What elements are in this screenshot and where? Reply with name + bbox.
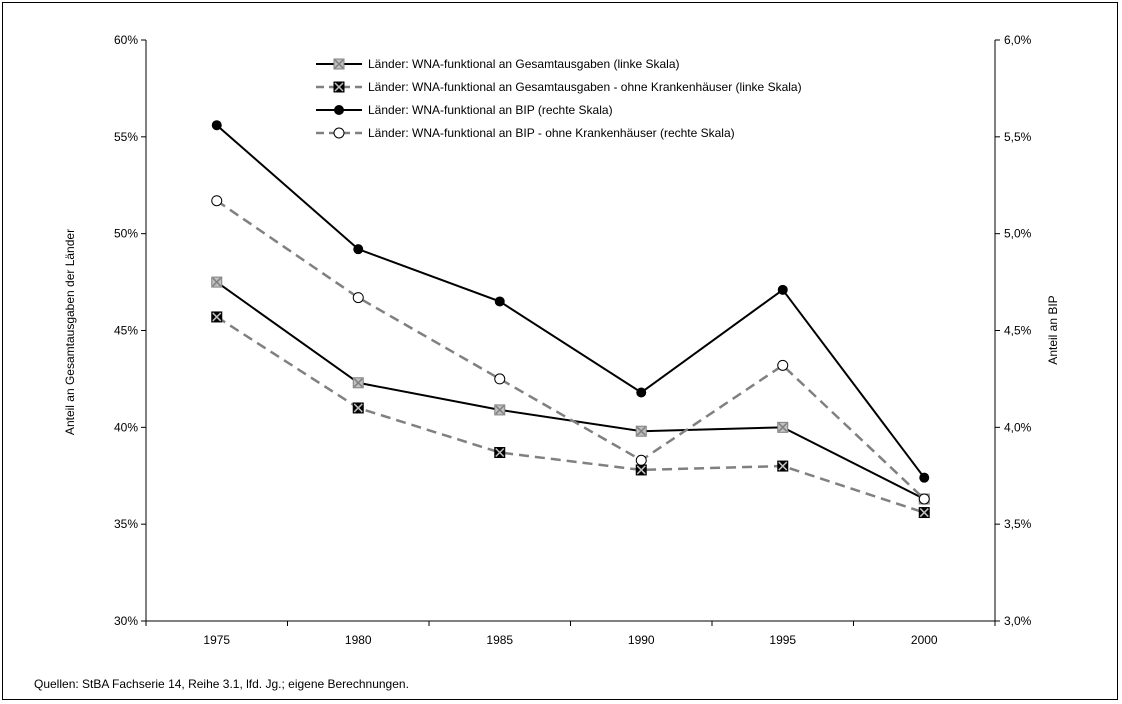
data-point — [333, 127, 345, 139]
data-point — [777, 284, 788, 295]
y-tick-label: 40% — [114, 420, 138, 434]
data-point — [333, 58, 345, 70]
x-tick-label: 2000 — [911, 633, 938, 647]
data-point — [635, 464, 647, 476]
data-point — [352, 402, 364, 414]
y2-tick-label: 4,5% — [1004, 324, 1032, 338]
data-point — [494, 296, 505, 307]
data-point — [211, 120, 222, 131]
data-point — [777, 359, 789, 371]
data-point — [494, 447, 506, 459]
data-point — [353, 244, 364, 255]
y-axis-label: Anteil an Gesamtausgaben der Länder — [63, 229, 77, 435]
data-point — [635, 425, 647, 437]
x-tick-label: 1990 — [628, 633, 655, 647]
y-tick-label: 60% — [114, 33, 138, 47]
legend-label: Länder: WNA-funktional an BIP - ohne Kra… — [368, 126, 735, 140]
y-tick-label: 30% — [114, 614, 138, 628]
x-tick-label: 1980 — [345, 633, 372, 647]
legend-entry: Länder: WNA-funktional an Gesamtausgaben… — [316, 80, 802, 94]
data-point — [777, 460, 789, 472]
y-tick-label: 50% — [114, 227, 138, 241]
y2-tick-label: 5,5% — [1004, 130, 1032, 144]
data-point — [334, 105, 344, 115]
data-point — [352, 292, 364, 304]
series-line-4 — [216, 199, 926, 500]
data-point — [211, 276, 223, 288]
series-line-2 — [216, 315, 925, 514]
data-point — [333, 81, 345, 93]
legend-entry: Länder: WNA-funktional an Gesamtausgaben… — [316, 57, 680, 71]
data-point — [352, 377, 364, 389]
y2-tick-label: 3,5% — [1004, 517, 1032, 531]
data-point — [211, 195, 223, 207]
x-tick-label: 1975 — [203, 633, 230, 647]
series-line-3 — [216, 124, 926, 479]
legend-entry: Länder: WNA-funktional an BIP (rechte Sk… — [316, 103, 613, 117]
y2-tick-label: 3,0% — [1004, 614, 1032, 628]
legend-entry: Länder: WNA-funktional an BIP - ohne Kra… — [316, 126, 735, 140]
y2-axis-label: Anteil an BIP — [1046, 295, 1060, 364]
legend-label: Länder: WNA-funktional an Gesamtausgaben… — [368, 80, 802, 94]
legend-label: Länder: WNA-funktional an Gesamtausgaben… — [368, 57, 680, 71]
y2-tick-label: 6,0% — [1004, 33, 1032, 47]
data-point — [918, 493, 930, 505]
x-tick-label: 1995 — [769, 633, 796, 647]
y-tick-label: 35% — [114, 517, 138, 531]
series-line-1 — [216, 281, 925, 500]
data-point — [635, 454, 647, 466]
y-tick-label: 55% — [114, 130, 138, 144]
y-tick-label: 45% — [114, 324, 138, 338]
x-tick-label: 1985 — [486, 633, 513, 647]
data-point — [636, 387, 647, 398]
data-point — [494, 404, 506, 416]
legend-label: Länder: WNA-funktional an BIP (rechte Sk… — [368, 103, 613, 117]
data-point — [919, 472, 930, 483]
data-point — [211, 311, 223, 323]
data-point — [494, 373, 506, 385]
y2-tick-label: 4,0% — [1004, 420, 1032, 434]
data-point — [918, 507, 930, 519]
y2-tick-label: 5,0% — [1004, 227, 1032, 241]
data-point — [777, 421, 789, 433]
source-note: Quellen: StBA Fachserie 14, Reihe 3.1, l… — [34, 677, 409, 691]
